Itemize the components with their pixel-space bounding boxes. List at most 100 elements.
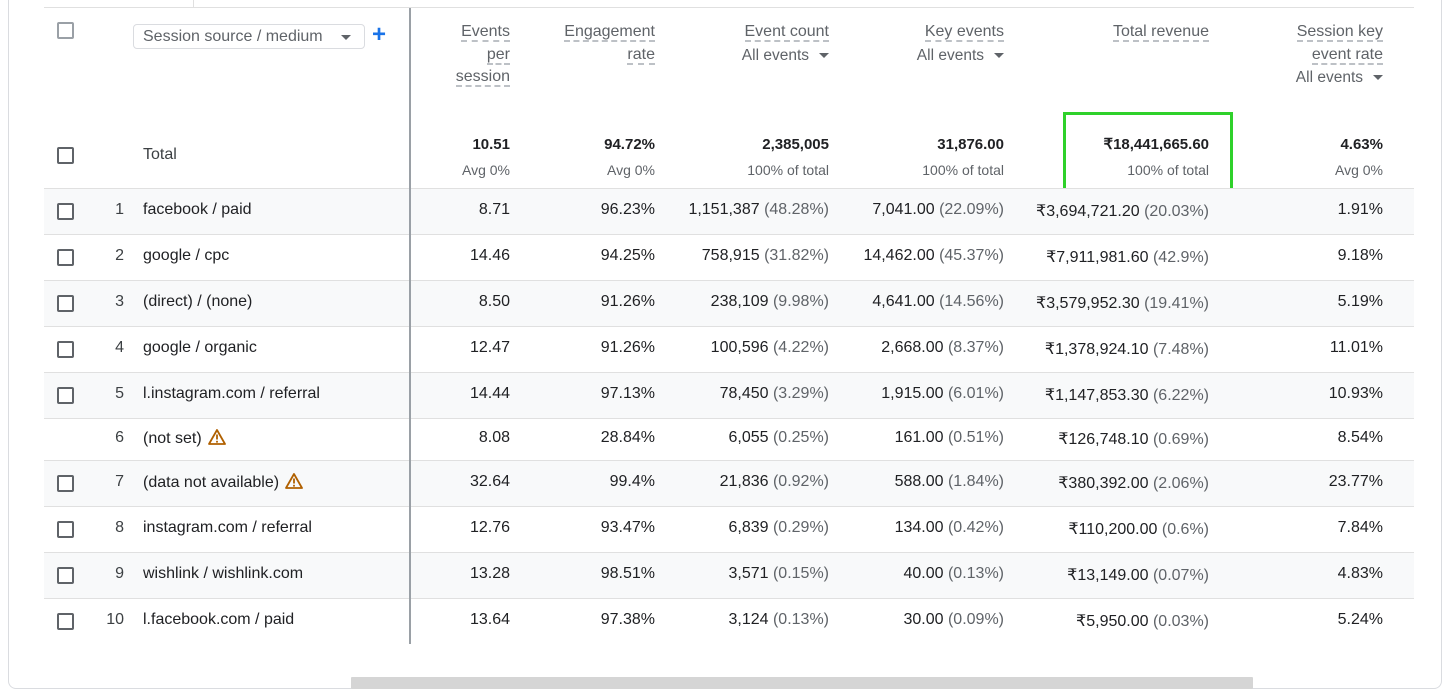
cell-percent: (0.6%) — [1161, 521, 1209, 538]
row-dimension[interactable]: (data not available) — [143, 473, 303, 494]
select-all-header-checkbox[interactable] — [57, 22, 74, 39]
column-header-line: rate — [515, 44, 655, 67]
row-dimension[interactable]: l.instagram.com / referral — [143, 385, 320, 403]
table-row[interactable] — [44, 188, 1414, 234]
cell-value: 28.84% — [600, 429, 655, 446]
total-cell: 31,876.00 100% of total — [834, 136, 1004, 179]
table-row[interactable] — [44, 234, 1414, 280]
cell-percent: (9.98%) — [772, 293, 829, 310]
cell-value: 1,915.00 — [881, 385, 944, 402]
column-header-title: Key events — [924, 23, 1004, 42]
metric-filter-select[interactable]: All events — [1233, 67, 1383, 90]
metric-filter-label: All events — [916, 46, 984, 64]
table-cell: 98.51% — [395, 565, 655, 583]
row-checkbox[interactable] — [57, 387, 74, 404]
cell-value: 14.46 — [469, 247, 510, 264]
plus-icon[interactable]: + — [371, 21, 386, 48]
column-header-title: Engagement — [564, 23, 655, 42]
table-row[interactable] — [44, 280, 1414, 326]
row-number: 3 — [115, 293, 124, 310]
row-dimension[interactable]: instagram.com / referral — [143, 519, 312, 537]
cell-percent: (6.22%) — [1152, 387, 1209, 404]
row-dimension-label: wishlink / wishlink.com — [143, 565, 304, 582]
table-row[interactable] — [44, 326, 1414, 372]
cell-value: 4,641.00 — [872, 293, 935, 310]
cell-value: 758,915 — [701, 247, 760, 264]
table-cell: ₹126,748.10 (0.69%) — [949, 429, 1209, 449]
cell-percent: (3.29%) — [772, 385, 829, 402]
table-cell: 3,571 (0.15%) — [569, 565, 829, 583]
column-header[interactable]: Engagement rate — [515, 21, 655, 66]
row-checkbox[interactable] — [57, 341, 74, 358]
row-dimension[interactable]: wishlink / wishlink.com — [143, 565, 303, 583]
row-dimension[interactable]: facebook / paid — [143, 201, 252, 219]
row-dimension[interactable]: google / organic — [143, 339, 257, 357]
column-header-line: Engagement — [515, 21, 655, 44]
warning-icon[interactable] — [285, 473, 303, 494]
table-cell: 7.84% — [1123, 519, 1383, 537]
table-row[interactable] — [44, 552, 1414, 598]
table-row[interactable] — [44, 506, 1414, 552]
table-cell: 12.76 — [250, 519, 510, 537]
row-checkbox[interactable] — [57, 521, 74, 538]
cell-value: 7,041.00 — [872, 201, 935, 218]
cell-percent: (42.9%) — [1152, 249, 1209, 266]
table-cell: 93.47% — [395, 519, 655, 537]
column-header[interactable]: Events per session — [390, 21, 510, 89]
column-header[interactable]: Key events All events — [834, 21, 1004, 67]
column-header-title: Total revenue — [1112, 23, 1209, 42]
row-checkbox[interactable] — [57, 613, 74, 630]
cell-value: 7.84% — [1337, 519, 1383, 536]
column-header-title: Events — [461, 23, 510, 42]
column-divider[interactable] — [409, 8, 411, 644]
cell-value: 97.38% — [600, 611, 655, 628]
select-all-checkbox[interactable] — [57, 147, 74, 164]
table-cell: 6,055 (0.25%) — [569, 429, 829, 447]
table-cell: 28.84% — [395, 429, 655, 447]
table-row[interactable] — [44, 460, 1414, 506]
metric-filter-select[interactable]: All events — [659, 45, 829, 68]
dimension-select[interactable]: Session source / medium — [133, 24, 365, 49]
column-header[interactable]: Session key event rate All events — [1233, 21, 1383, 90]
row-dimension[interactable]: l.facebook.com / paid — [143, 611, 294, 629]
row-dimension[interactable]: (not set) — [143, 429, 226, 450]
row-checkbox[interactable] — [57, 203, 74, 220]
table-row[interactable] — [44, 418, 1414, 460]
cell-value: 13.64 — [469, 611, 510, 628]
table-cell: 4.83% — [1123, 565, 1383, 583]
table-cell: ₹110,200.00 (0.6%) — [949, 519, 1209, 539]
cell-percent: (22.09%) — [939, 201, 1004, 218]
table-row[interactable] — [44, 372, 1414, 418]
cell-value: 91.26% — [600, 293, 655, 310]
horizontal-scrollbar[interactable] — [351, 677, 1253, 689]
cell-value: 8.50 — [478, 293, 510, 310]
table-cell: 32.64 — [250, 473, 510, 491]
table-cell: 758,915 (31.82%) — [569, 247, 829, 265]
row-dimension[interactable]: (direct) / (none) — [143, 293, 252, 311]
caret-down-icon — [1373, 75, 1383, 81]
row-checkbox[interactable] — [57, 567, 74, 584]
row-dimension-label: google / organic — [143, 339, 257, 356]
row-dimension[interactable]: google / cpc — [143, 247, 229, 265]
table-cell: 40.00 (0.13%) — [744, 565, 1004, 583]
total-cell: 4.63% Avg 0% — [1233, 136, 1383, 179]
table-row[interactable] — [44, 598, 1414, 644]
table-cell: 3,124 (0.13%) — [569, 611, 829, 629]
table-cell: 5.24% — [1123, 611, 1383, 629]
table-cell: ₹13,149.00 (0.07%) — [949, 565, 1209, 585]
caret-down-icon — [819, 52, 829, 58]
table-cell: 14.44 — [250, 385, 510, 403]
highlight-box — [1063, 112, 1233, 193]
metric-filter-select[interactable]: All events — [834, 45, 1004, 68]
row-number: 4 — [115, 339, 124, 356]
row-number: 5 — [115, 385, 124, 402]
column-header[interactable]: Event count All events — [659, 21, 829, 67]
top-divider — [44, 7, 1414, 8]
column-header[interactable]: Total revenue — [1009, 21, 1209, 44]
row-checkbox[interactable] — [57, 475, 74, 492]
row-checkbox[interactable] — [57, 295, 74, 312]
cell-value: ₹3,694,721.20 — [1036, 203, 1140, 220]
warning-icon[interactable] — [207, 429, 226, 450]
cell-percent: (0.03%) — [1152, 613, 1209, 630]
row-checkbox[interactable] — [57, 249, 74, 266]
